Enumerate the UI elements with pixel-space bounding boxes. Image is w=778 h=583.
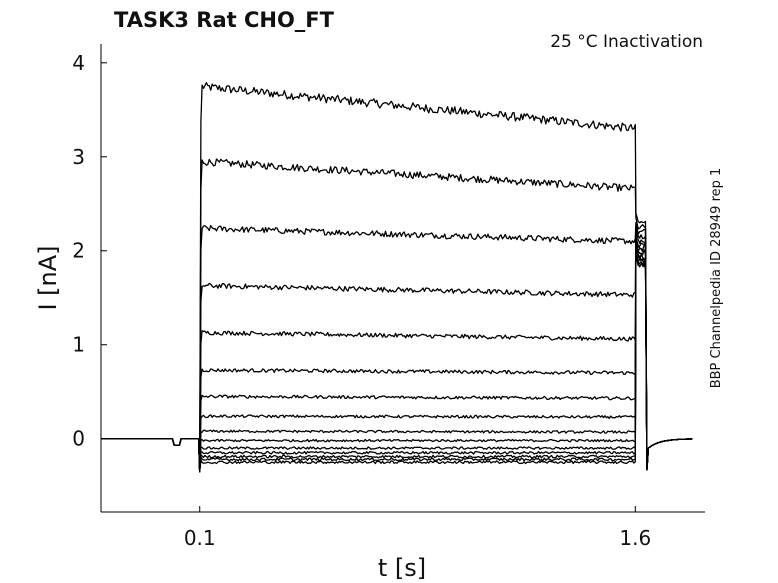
x-tick-label: 1.6 [619,526,651,550]
trace-line-6 [101,235,693,473]
trace-line-15 [101,254,693,473]
trace-line-9 [101,243,693,473]
y-tick-label: 4 [72,51,85,75]
y-tick-label: 0 [72,427,85,451]
y-axis-label: I [nA] [34,245,62,310]
trace-line-3 [101,221,693,473]
trace-line-13 [101,251,693,473]
x-tick-label: 0.1 [184,526,216,550]
y-tick-label: 2 [72,239,85,263]
plot-area: 0 1 2 3 4 0.1 1.6 [72,44,705,550]
y-tick-label: 1 [72,333,85,357]
y-ticks: 0 1 2 3 4 [72,51,107,451]
trace-line-11 [101,248,693,473]
trace-line-1 [101,82,693,473]
x-ticks: 0.1 1.6 [184,506,651,550]
trace-line-10 [101,246,693,473]
trace-line-14 [101,253,693,473]
side-label: BBP Channelpedia ID 28949 rep 1 [709,168,724,389]
chart-title: TASK3 Rat CHO_FT [114,8,335,32]
trace-line-2 [101,158,693,473]
traces [101,82,693,473]
trace-line-4 [101,226,693,473]
x-axis-label: t [s] [378,554,426,582]
trace-line-12 [101,250,693,473]
trace-line-7 [101,237,693,473]
chart-subtitle: 25 °C Inactivation [550,32,703,52]
trace-line-5 [101,231,693,473]
y-tick-label: 3 [72,145,85,169]
trace-line-8 [101,240,693,473]
